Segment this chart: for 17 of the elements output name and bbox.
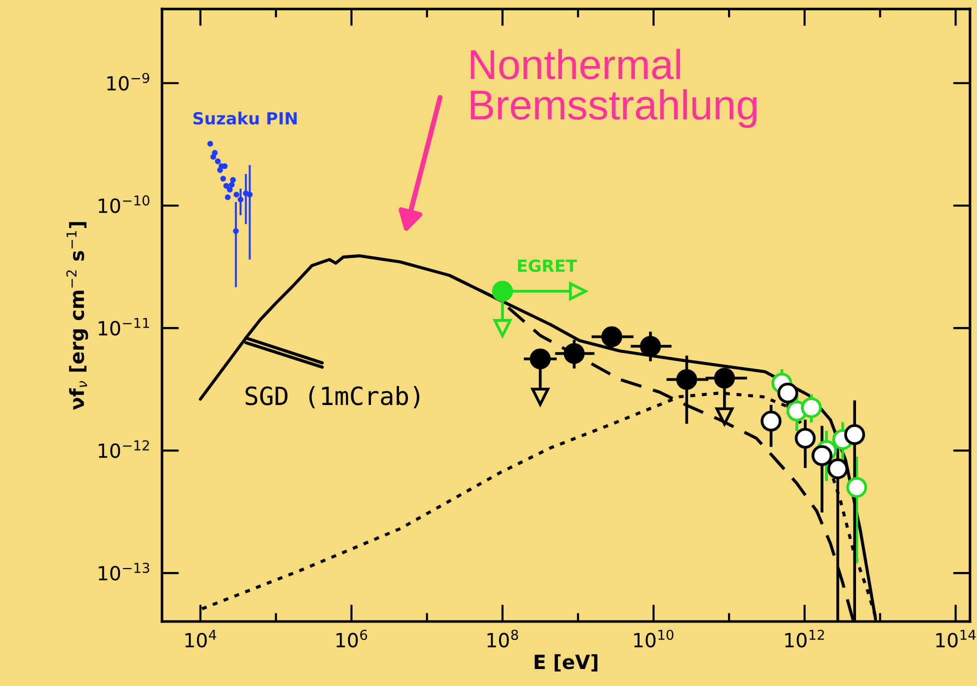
y-tick-label: 10$^{−13}$: [98, 562, 150, 581]
y-axis-title: νf$_{ν}$ [erg cm$^{−2}$ s$^{−1}$]: [66, 222, 88, 410]
x-tick-label: 10$^{12}$: [785, 630, 824, 648]
y-tick-label: 10$^{−12}$: [98, 440, 149, 458]
x-tick-label: 10$^{14}$: [936, 630, 976, 648]
y-tick-label: 10$^{−11}$: [98, 318, 150, 336]
annotation: Nonthermal Bremsstrahlung: [470, 48, 757, 128]
series-label: EGRET: [518, 259, 578, 272]
x-tick-label: 10$^{4}$: [185, 630, 216, 648]
x-tick-label: 10$^{10}$: [634, 630, 674, 648]
y-tick-label: 10$^{−9}$: [107, 72, 150, 91]
series-label: Suzaku PIN: [193, 112, 297, 125]
series-label: SGD (1mCrab): [246, 386, 420, 408]
y-tick-label: 10$^{−10}$: [98, 195, 150, 214]
x-tick-label: 10$^{8}$: [488, 630, 518, 648]
x-axis-title: E [eV]: [534, 654, 598, 672]
x-tick-label: 10$^{6}$: [336, 630, 368, 648]
